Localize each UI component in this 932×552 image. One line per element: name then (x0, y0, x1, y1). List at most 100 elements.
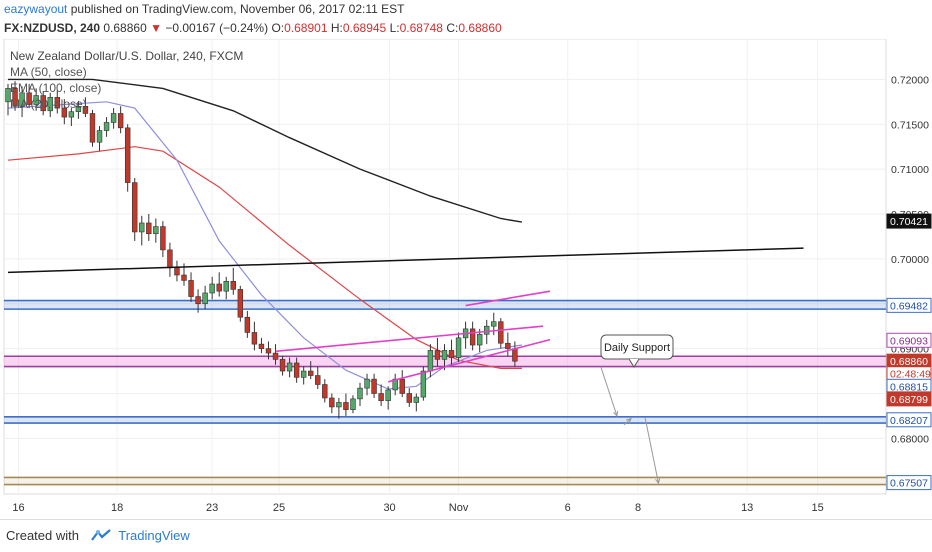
legend-ma50[interactable]: MA (50, close) (10, 65, 87, 79)
candle-body[interactable] (469, 328, 476, 346)
trendline-pink[interactable] (465, 290, 551, 307)
zone-tan[interactable] (4, 477, 886, 485)
candle-body[interactable] (308, 370, 314, 376)
candle-body[interactable] (406, 393, 412, 403)
candle-body[interactable] (244, 316, 251, 333)
candle-body[interactable] (124, 127, 131, 183)
candle-body[interactable] (153, 226, 159, 235)
price-tag-text: 0.68860 (890, 356, 928, 368)
candle-body[interactable] (75, 106, 82, 112)
legend-ema100[interactable]: EMA (100, close) (10, 81, 102, 95)
candle-body[interactable] (350, 398, 356, 410)
candle-body[interactable] (392, 378, 398, 391)
candle-body[interactable] (188, 280, 194, 297)
zone-blue[interactable] (4, 300, 886, 310)
candle-body[interactable] (132, 182, 138, 233)
candle-body[interactable] (385, 389, 391, 401)
ma20-line[interactable] (7, 101, 522, 390)
candle-body[interactable] (286, 362, 293, 372)
zone-blue[interactable] (4, 416, 886, 424)
candle-body[interactable] (265, 348, 272, 354)
symbol-name[interactable]: FX:NZDUSD, 240 (4, 21, 101, 35)
candle-body[interactable] (322, 384, 328, 399)
candle-body[interactable] (484, 325, 490, 335)
candle-body[interactable] (505, 342, 511, 349)
candle-body[interactable] (476, 333, 483, 346)
candle-body[interactable] (300, 370, 307, 378)
candle-body[interactable] (40, 95, 46, 112)
price-tag-text: 0.68799 (890, 394, 928, 406)
candle-body[interactable] (491, 321, 497, 327)
candle-body[interactable] (160, 226, 166, 251)
candle-body[interactable] (19, 92, 25, 107)
candle-body[interactable] (68, 111, 75, 118)
candle-body[interactable] (427, 350, 434, 372)
candle-body[interactable] (26, 92, 32, 105)
tradingview-brand[interactable]: TradingView (118, 528, 190, 543)
candle-body[interactable] (223, 281, 229, 292)
ema100-line[interactable] (8, 78, 523, 223)
candle-body[interactable] (272, 352, 279, 360)
candle-body[interactable] (343, 402, 349, 410)
price-chart[interactable]: 0.720000.715000.710000.705000.700000.695… (0, 38, 932, 517)
candle-body[interactable] (61, 107, 68, 118)
candle-body[interactable] (293, 362, 300, 378)
candle-body[interactable] (110, 113, 117, 123)
candle-body[interactable] (399, 378, 405, 394)
candle-body[interactable] (230, 281, 236, 290)
candle-body[interactable] (195, 296, 201, 305)
candle-body[interactable] (413, 396, 420, 403)
candle-body[interactable] (329, 397, 335, 408)
candle-body[interactable] (237, 289, 244, 318)
candle-body[interactable] (448, 350, 455, 358)
candle-body[interactable] (441, 350, 448, 360)
candle-body[interactable] (103, 122, 110, 131)
candle-body[interactable] (364, 378, 370, 389)
last-price: 0.68860 (103, 21, 147, 35)
candle-body[interactable] (512, 348, 518, 362)
candle-body[interactable] (33, 95, 39, 105)
candle-body[interactable] (209, 283, 215, 294)
price-tag-text: 0.69093 (890, 335, 928, 347)
tradingview-logo-icon (90, 521, 111, 552)
candle-body[interactable] (498, 321, 504, 344)
candle-body[interactable] (54, 97, 60, 109)
trendline-pink[interactable] (275, 325, 544, 353)
candle-body[interactable] (146, 222, 152, 235)
candle-body[interactable] (89, 113, 96, 143)
candle-body[interactable] (117, 113, 124, 129)
candle-body[interactable] (12, 88, 18, 107)
plot-area[interactable] (3, 38, 887, 495)
candle-body[interactable] (371, 378, 377, 394)
candle-body[interactable] (279, 359, 286, 372)
candle-body[interactable] (47, 97, 53, 112)
candle-body[interactable] (357, 387, 363, 400)
candle-body[interactable] (82, 106, 89, 114)
candle-body[interactable] (96, 130, 103, 143)
trendline-black[interactable] (7, 247, 804, 274)
ma50-line[interactable] (7, 146, 522, 369)
candle-body[interactable] (174, 267, 180, 276)
chart-frame[interactable]: 0.720000.715000.710000.705000.700000.695… (0, 38, 932, 517)
trendline-pink[interactable] (387, 338, 551, 383)
candle-body[interactable] (434, 350, 441, 360)
candle-body[interactable] (455, 337, 462, 358)
low-label: L: (389, 21, 400, 35)
author-link[interactable]: eazywayout (4, 2, 68, 16)
candle-body[interactable] (216, 283, 222, 292)
y-tick-label: 0.68000 (891, 433, 929, 445)
candle-body[interactable] (167, 249, 173, 269)
candle-body[interactable] (420, 370, 427, 398)
candle-body[interactable] (202, 292, 208, 305)
candle-body[interactable] (315, 375, 321, 385)
legend-ma20[interactable]: MA (20, close) (10, 97, 87, 111)
candle-body[interactable] (251, 332, 258, 345)
candle-body[interactable] (258, 343, 265, 349)
zone-pink[interactable] (4, 356, 886, 367)
candle-body[interactable] (5, 88, 11, 103)
candle-body[interactable] (378, 393, 384, 401)
x-tick-label: 23 (206, 502, 218, 514)
candle-body[interactable] (181, 274, 187, 281)
candle-body[interactable] (336, 402, 342, 408)
candle-body[interactable] (139, 222, 145, 233)
